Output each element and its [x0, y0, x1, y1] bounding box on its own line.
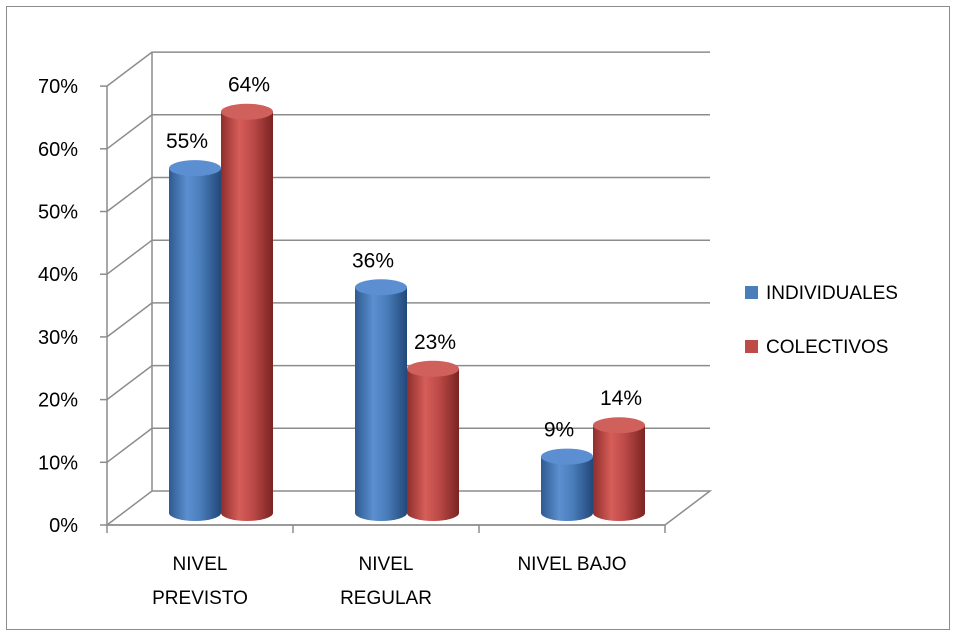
gridline: [106, 176, 710, 213]
bar-top: [407, 360, 459, 377]
bar-colectivos-1: [407, 360, 459, 521]
legend-swatch: [745, 340, 758, 353]
y-tick-label: 0%: [49, 515, 78, 537]
bar-body: [221, 111, 273, 521]
legend-label: INDIVIDUALES: [766, 283, 898, 304]
y-tick-label: 60%: [38, 139, 78, 161]
x-category-label: NIVEL BAJO: [517, 554, 626, 575]
gridline: [106, 364, 710, 401]
chart-axes: 0% 10% 20% 30% 40% 50% 60% 70% NIVEL PREVISTO NIVE…: [38, 76, 666, 609]
legend-swatch: [745, 286, 758, 299]
bar-individuales-0: [169, 160, 221, 521]
bar-top: [169, 160, 221, 177]
bar-body: [169, 168, 221, 521]
legend-label: COLECTIVOS: [766, 337, 888, 358]
bar-top: [593, 417, 645, 434]
bar-top: [355, 279, 407, 296]
gridline: [106, 51, 710, 87]
y-tick-label: 70%: [38, 76, 78, 98]
chart-data-labels: 55% 64% 36% 23% 9% 14%: [166, 74, 642, 442]
bar-body: [355, 287, 407, 521]
x-category-label: NIVEL PREVISTO: [152, 554, 248, 609]
bar-body: [593, 425, 645, 521]
y-tick-label: 50%: [38, 202, 78, 224]
data-label: 55%: [166, 130, 208, 153]
data-label: 36%: [352, 249, 394, 272]
gridline: [106, 114, 710, 150]
x-category-label: NIVEL REGULAR: [340, 554, 432, 609]
gridline: [106, 302, 710, 338]
bar-top: [221, 103, 273, 120]
legend-item-colectivos: COLECTIVOS: [745, 337, 888, 358]
gridline: [106, 239, 710, 275]
y-tick-label: 30%: [38, 327, 78, 349]
bar-individuales-2: [541, 448, 593, 521]
bar-top: [541, 448, 593, 465]
bar-individuales-1: [355, 279, 407, 521]
y-tick-label: 10%: [38, 452, 78, 474]
data-label: 14%: [600, 387, 642, 410]
chart-grid: [104, 51, 713, 526]
gridline: [106, 427, 710, 463]
bar-body: [407, 368, 459, 521]
y-tick-label: 20%: [38, 390, 78, 412]
data-label: 64%: [228, 74, 270, 97]
data-label: 9%: [544, 419, 574, 442]
data-label: 23%: [414, 331, 456, 354]
legend-item-individuales: INDIVIDUALES: [745, 283, 898, 304]
bar-colectivos-0: [221, 103, 273, 521]
y-tick-label: 40%: [38, 264, 78, 286]
bar-body: [541, 456, 593, 521]
chart-legend: INDIVIDUALES COLECTIVOS: [745, 283, 898, 358]
bar-colectivos-2: [593, 417, 645, 521]
chart-frame: [6, 6, 950, 630]
chart-bars: [169, 103, 645, 521]
